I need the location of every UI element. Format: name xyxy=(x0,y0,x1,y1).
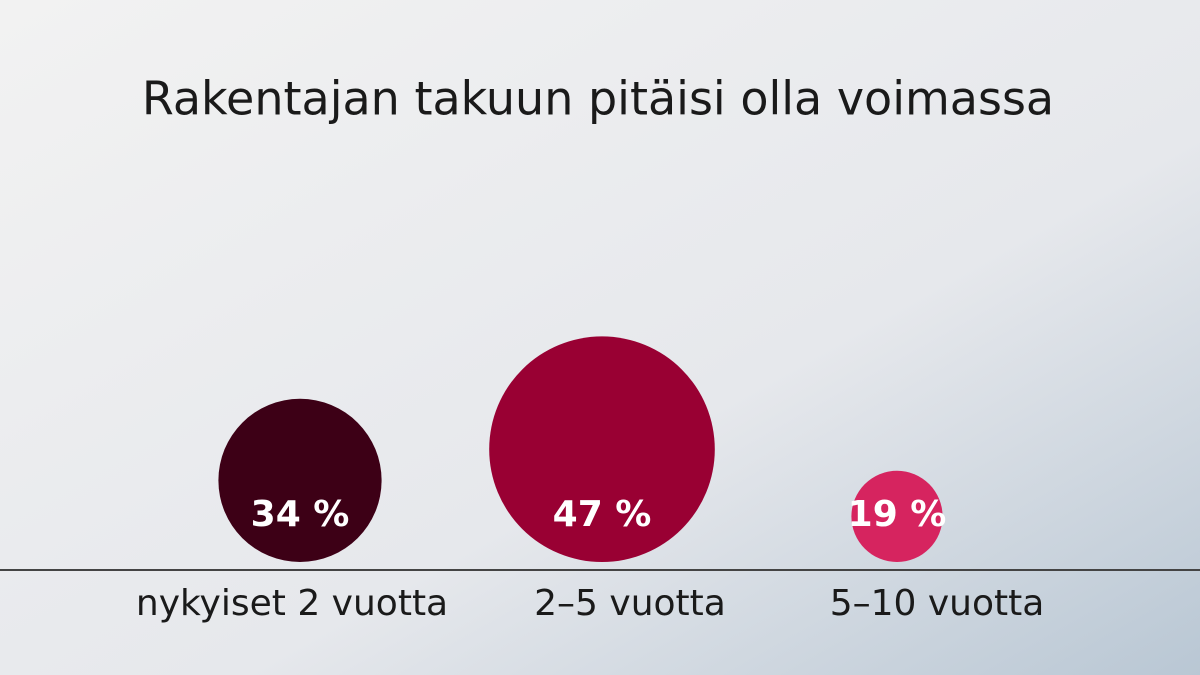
bubble xyxy=(851,470,943,562)
chart-title: Rakentajan takuun pitäisi olla voimassa xyxy=(142,72,1054,126)
category-label: 2–5 vuotta xyxy=(534,583,726,624)
value-label: 19 % xyxy=(848,494,947,535)
bubble xyxy=(489,336,715,562)
category-label: nykyiset 2 vuotta xyxy=(136,583,448,624)
value-label: 47 % xyxy=(553,494,652,535)
category-label: 5–10 vuotta xyxy=(830,583,1045,624)
value-label: 34 % xyxy=(251,494,350,535)
bubble xyxy=(218,398,382,562)
